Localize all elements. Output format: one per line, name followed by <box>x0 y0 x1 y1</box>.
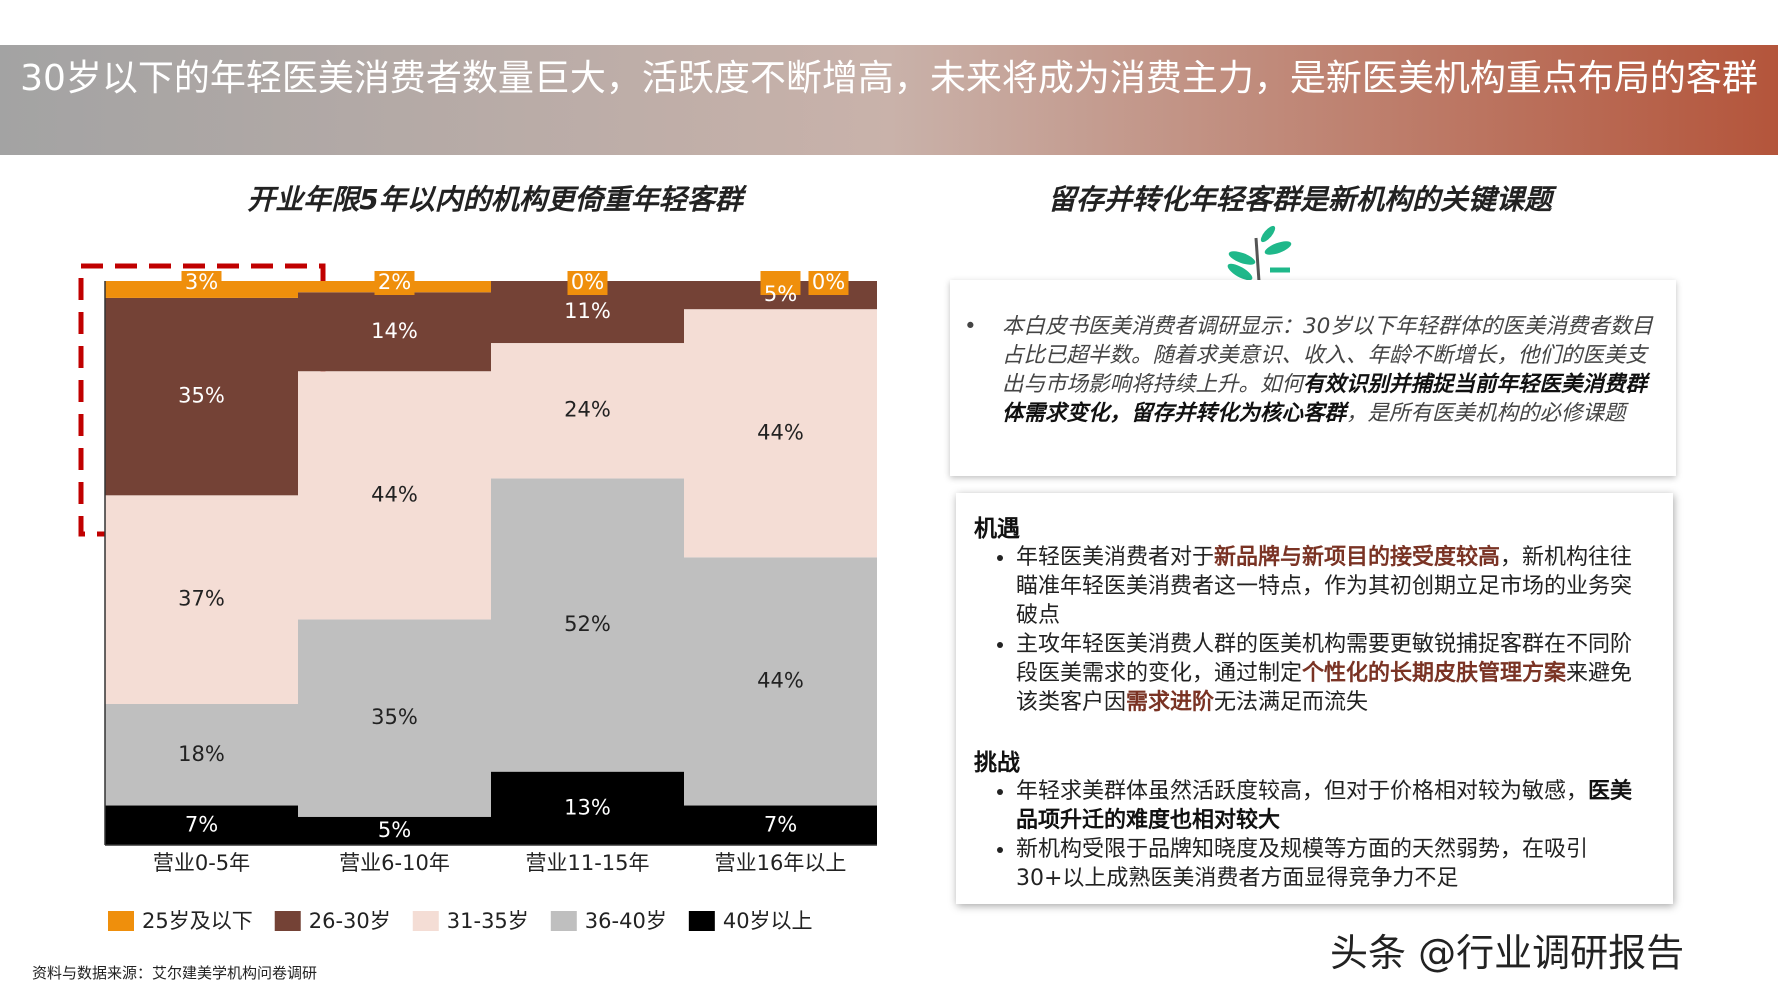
text-run: 新机构受限于品牌知晓度及规模等方面的天然弱势，在吸引30+以上成熟医美消费者方面… <box>1016 837 1589 891</box>
bar-segment <box>491 771 684 845</box>
value-label: 11% <box>564 299 611 323</box>
bullet: 年轻医美消费者对于新品牌与新项目的接受度较高，新机构往往瞄准年轻医美消费者这一特… <box>1016 543 1645 630</box>
x-tick-label: 营业11-15年 <box>525 851 649 875</box>
chart: 7% 18% 37% 35% 3% 营业0-5年 5% 35% 44% 14% 2% 营业6-10年 1… <box>78 263 877 933</box>
bar-segment <box>298 292 491 372</box>
bar-segment <box>105 297 298 496</box>
text-run: 新品牌与新项目的接受度较高 <box>1214 545 1501 570</box>
text-run: 个性化的长期皮肤管理方案 <box>1302 661 1567 686</box>
value-label: 5% <box>378 818 411 842</box>
text-run: 年轻医美消费者对于 <box>1016 545 1215 570</box>
legend-label: 31-35岁 <box>447 909 529 933</box>
text-run: 无法满足而流失 <box>1214 690 1369 715</box>
value-label: 44% <box>757 668 804 692</box>
label-bg <box>760 271 801 295</box>
value-label: 13% <box>564 795 611 819</box>
value-label: 52% <box>564 612 611 636</box>
plant-icon <box>1227 225 1292 297</box>
text-run: 本白皮书医美消费者调研显示：30岁以下年轻群体的医美消费者数目占比已超半数。随着… <box>1002 314 1653 397</box>
value-label: 44% <box>371 482 418 506</box>
bar-segment <box>105 805 298 845</box>
intro-text: 本白皮书医美消费者调研显示：30岁以下年轻群体的医美消费者数目占比已超半数。随着… <box>964 312 1656 428</box>
value-label: 18% <box>178 742 225 766</box>
value-label: 7% <box>185 812 218 836</box>
left-heading: 开业年限5年以内的机构更倚重年轻客群 <box>247 183 743 216</box>
section-title: 机遇 <box>974 516 1020 542</box>
label-bg <box>808 271 849 295</box>
bullet-list: 年轻医美消费者对于新品牌与新项目的接受度较高，新机构往往瞄准年轻医美消费者这一特… <box>966 543 1645 717</box>
legend-label: 40岁以上 <box>723 909 813 933</box>
text-run: 年轻求美群体虽然活跃度较高，但对于价格相对较为敏感， <box>1016 779 1589 804</box>
value-label: 37% <box>178 587 225 611</box>
intro-card: 本白皮书医美消费者调研显示：30岁以下年轻群体的医美消费者数目占比已超半数。随着… <box>950 280 1676 476</box>
text-run: 医美品项升迁的难度也相对较大 <box>1016 779 1633 833</box>
value-label: 35% <box>371 705 418 729</box>
text-run: 来避免该类客户因 <box>1016 661 1633 715</box>
value-label: 24% <box>564 398 611 422</box>
text-run: ，是所有医美机构的必修课题 <box>1346 401 1626 426</box>
bar-segment <box>298 619 491 817</box>
value-label: 35% <box>178 384 225 408</box>
text-run: ，新机构往往瞄准年轻医美消费者这一特点，作为其初创期立足市场的业务突破点 <box>1016 545 1633 628</box>
bar-segment <box>105 704 298 806</box>
right-heading: 留存并转化年轻客群是新机构的关键课题 <box>1047 183 1552 216</box>
legend-label: 25岁及以下 <box>142 909 253 933</box>
bar-segment <box>684 309 877 558</box>
bar-segment <box>105 495 298 704</box>
text-run: 主攻年轻医美消费人群的医美机构需要更敏锐捕捉客群在不同阶段医美需求的变化，通过制… <box>1016 632 1633 686</box>
bar-segment <box>684 557 877 806</box>
bar-segment <box>491 343 684 479</box>
bar-segment <box>298 816 491 845</box>
label-bg <box>567 271 608 295</box>
value-label: 0% <box>571 270 604 294</box>
label-bg <box>374 271 415 295</box>
watermark: 头条 @行业调研报告 <box>1330 931 1685 975</box>
text-run: 有效识别并捕捉当前年轻医美消费群体需求变化，留存并转化为核心客群 <box>1002 372 1648 426</box>
value-label: 2% <box>378 270 411 294</box>
x-tick-label: 营业6-10年 <box>339 851 450 875</box>
source-note: 资料与数据来源：艾尔建美学机构问卷调研 <box>32 964 318 982</box>
text-run: 需求进阶 <box>1126 690 1215 715</box>
label-bg <box>181 271 222 295</box>
bar-segment <box>491 478 684 772</box>
legend-swatch <box>550 911 577 931</box>
legend-swatch <box>274 911 301 931</box>
legend-swatch <box>412 911 439 931</box>
legend-swatch <box>108 911 134 931</box>
section-title: 挑战 <box>974 750 1020 776</box>
bullet: 年轻求美群体虽然活跃度较高，但对于价格相对较为敏感，医美品项升迁的难度也相对较大 <box>1016 777 1645 835</box>
value-label: 5% <box>764 282 797 306</box>
value-label: 14% <box>371 319 418 343</box>
value-label: 0% <box>812 270 845 294</box>
legend-swatch <box>688 911 715 931</box>
value-label: 7% <box>764 812 797 836</box>
value-label: 44% <box>757 420 804 444</box>
bullet-list: 年轻求美群体虽然活跃度较高，但对于价格相对较为敏感，医美品项升迁的难度也相对较大… <box>966 777 1645 893</box>
legend-label: 26-30岁 <box>309 909 391 933</box>
value-label: 3% <box>185 270 218 294</box>
x-tick-label: 营业0-5年 <box>153 851 250 875</box>
bar-segment <box>684 805 877 845</box>
bullet: 主攻年轻医美消费人群的医美机构需要更敏锐捕捉客群在不同阶段医美需求的变化，通过制… <box>1016 630 1645 717</box>
legend-label: 36-40岁 <box>585 909 667 933</box>
x-tick-label: 营业16年以上 <box>715 851 847 875</box>
bullet: 新机构受限于品牌知晓度及规模等方面的天然弱势，在吸引30+以上成熟医美消费者方面… <box>1016 835 1645 893</box>
analysis-card: 机遇年轻医美消费者对于新品牌与新项目的接受度较高，新机构往往瞄准年轻医美消费者这… <box>956 493 1673 904</box>
bar-segment <box>298 371 491 620</box>
banner-title: 30岁以下的年轻医美消费者数量巨大，活跃度不断增高，未来将成为消费主力，是新医美… <box>0 45 1778 155</box>
